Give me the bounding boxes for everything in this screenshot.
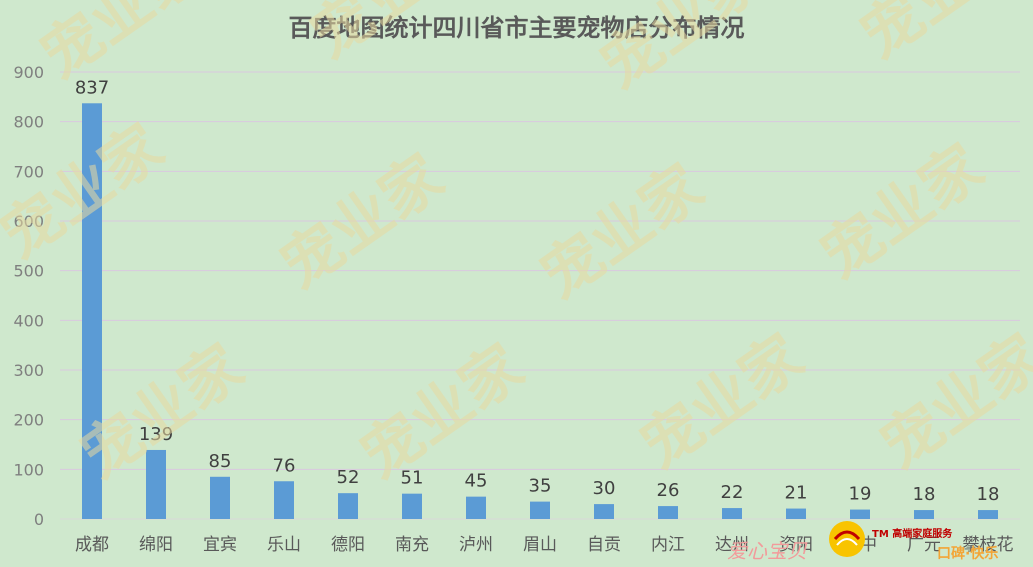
logo-badge-icon	[829, 521, 865, 557]
data-label: 18	[977, 484, 1000, 505]
x-tick-label: 达州	[715, 535, 749, 555]
logo-subtext: 口碑·快乐	[937, 546, 999, 562]
data-label: 52	[337, 467, 360, 488]
x-tick-label: 南充	[395, 535, 429, 555]
x-tick-label: 乐山	[267, 535, 301, 555]
bar	[914, 510, 934, 519]
data-label: 837	[75, 77, 109, 98]
x-tick-label: 宜宾	[203, 535, 237, 555]
x-tick-label: 成都	[75, 535, 109, 555]
x-tick-label: 眉山	[523, 535, 557, 555]
data-label: 85	[209, 451, 232, 472]
y-tick-label: 900	[13, 63, 44, 82]
x-tick-label: 广元	[907, 535, 941, 555]
y-tick-label: 200	[13, 411, 44, 430]
bar	[530, 501, 550, 519]
data-label: 19	[849, 484, 872, 505]
data-label: 51	[401, 468, 424, 489]
y-tick-label: 100	[13, 460, 44, 479]
bar	[850, 509, 870, 519]
data-label: 139	[139, 424, 173, 445]
x-tick-label: 绵阳	[139, 535, 173, 555]
data-label: 45	[465, 471, 488, 492]
bar	[658, 506, 678, 519]
logo: 爱心宝贝 TM 高端家庭服务 口碑·快乐	[727, 515, 1027, 563]
bar	[82, 103, 102, 519]
y-tick-label: 400	[13, 311, 44, 330]
chart-title: 百度地图统计四川省市主要宠物店分布情况	[288, 14, 745, 42]
data-label: 30	[593, 478, 616, 499]
bar	[722, 508, 742, 519]
data-label: 22	[721, 482, 744, 503]
bar	[402, 493, 422, 519]
bar	[786, 508, 806, 519]
bar	[338, 493, 358, 519]
bar	[274, 481, 294, 519]
x-tick-label: 攀枝花	[963, 535, 1014, 555]
y-tick-label: 700	[13, 162, 44, 181]
data-label: 76	[273, 455, 296, 476]
data-label: 18	[913, 484, 936, 505]
x-tick-label: 内江	[651, 535, 685, 555]
logo-tagline: TM 高端家庭服务	[872, 529, 953, 540]
x-tick-label: 资阳	[779, 535, 813, 555]
y-tick-label: 0	[34, 510, 44, 529]
bar	[978, 510, 998, 519]
bar	[210, 476, 230, 519]
y-tick-label: 300	[13, 361, 44, 380]
x-tick-label: 泸州	[459, 535, 493, 555]
y-tick-label: 600	[13, 212, 44, 231]
bar	[146, 449, 166, 519]
y-tick-label: 800	[13, 113, 44, 132]
data-label: 21	[785, 483, 808, 504]
y-tick-label: 500	[13, 262, 44, 281]
bar	[466, 496, 486, 519]
data-label: 35	[529, 476, 552, 497]
bar	[594, 504, 614, 519]
x-tick-label: 德阳	[331, 535, 365, 555]
data-label: 26	[657, 480, 680, 501]
x-tick-label: 自贡	[587, 535, 621, 555]
logo-text: 爱心宝贝	[727, 539, 807, 563]
